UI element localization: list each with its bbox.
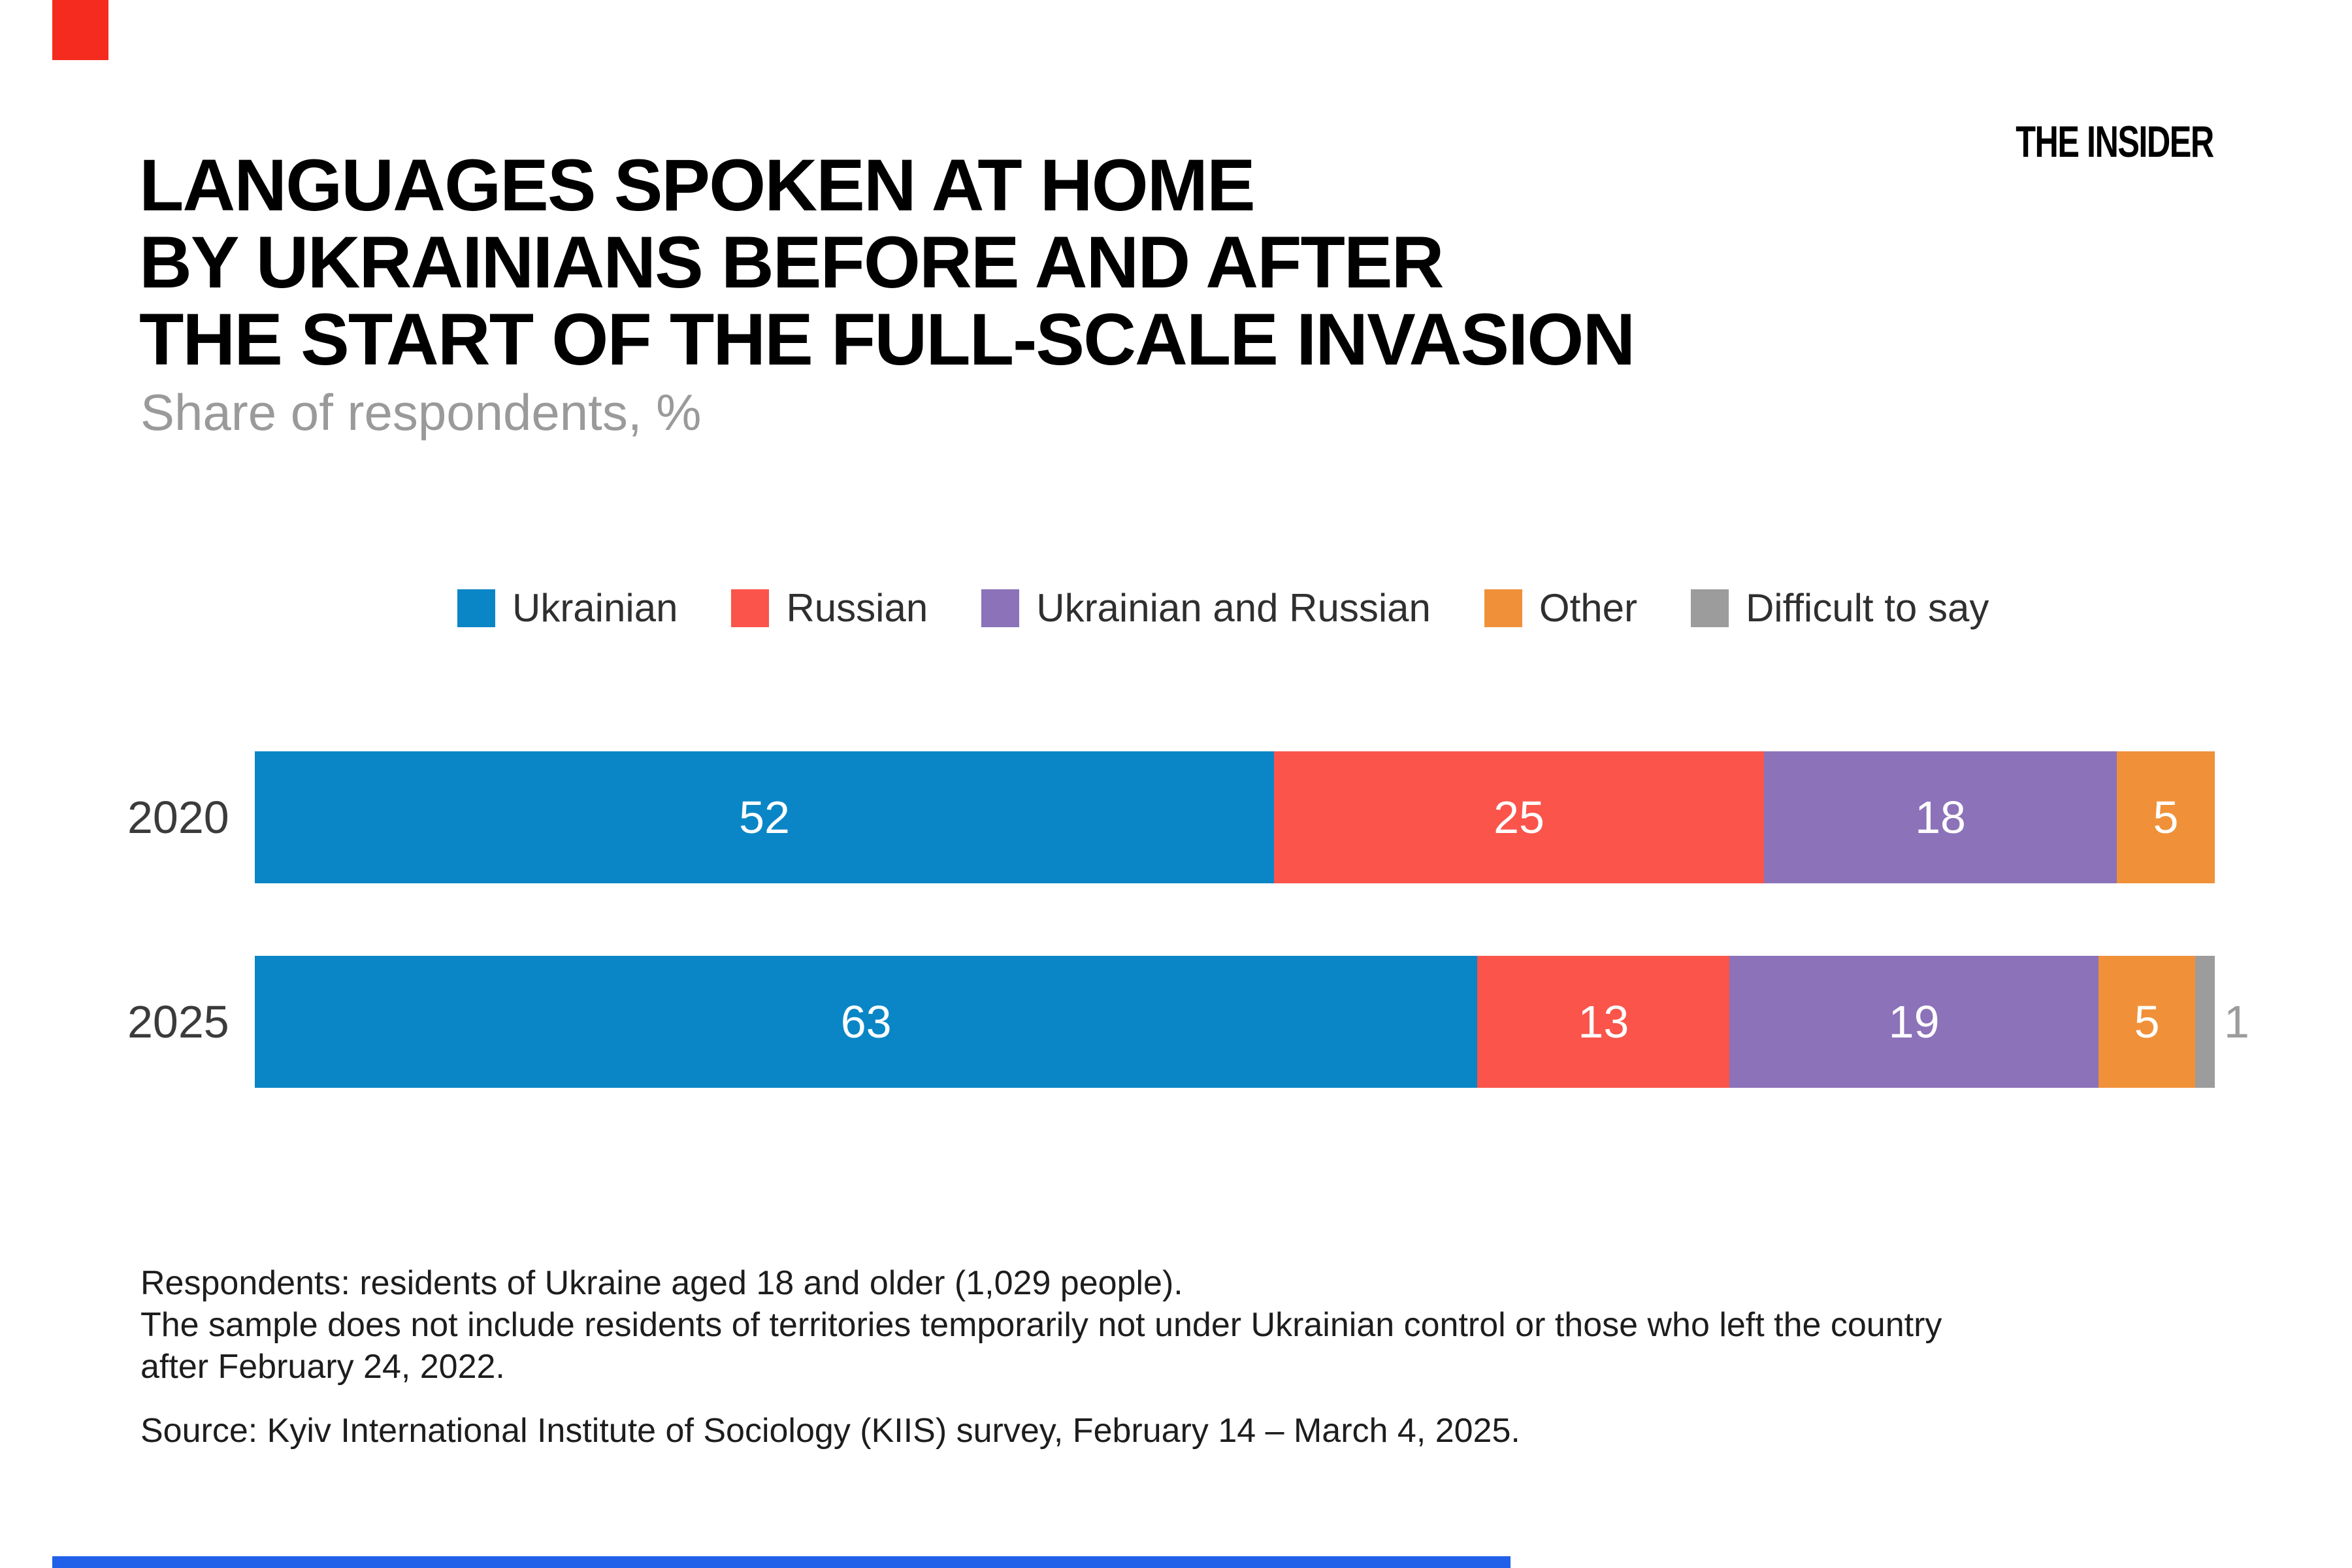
bar-row-2020: 2020 52 25 18 5 [0,751,2352,883]
bar-segment-russian: 13 [1477,956,1730,1088]
legend-item: Russian [731,585,928,630]
legend-swatch-icon [731,589,770,627]
legend-label: Ukrainian and Russian [1036,586,1431,630]
bar-value-label: 18 [1915,792,1966,843]
legend-item: Ukrainian and Russian [981,585,1431,630]
bar-segment-other: 5 [2098,956,2196,1088]
stacked-bar: 52 25 18 5 [255,751,2215,883]
source-note: Source: Kyiv International Institute of … [140,1412,1520,1450]
legend-swatch-icon [1690,589,1729,627]
category-label: 2020 [127,792,229,843]
bar-value-label: 25 [1494,792,1544,843]
stacked-bar: 63 13 19 5 [255,956,2215,1088]
legend-swatch-icon [981,589,1020,627]
bar-value-label: 5 [2134,996,2160,1047]
bar-value-label: 19 [1888,996,1940,1047]
bar-value-label: 5 [2153,792,2179,843]
page-title: LANGUAGES SPOKEN AT HOME BY UKRAINIANS B… [139,144,1635,381]
bar-segment-other: 5 [2117,751,2215,883]
legend-label: Other [1539,586,1637,630]
category-label: 2025 [127,996,229,1047]
chart-legend: Ukrainian Russian Ukrainian and Russian Oth… [457,585,1989,630]
legend-item: Difficult to say [1690,585,1989,630]
bar-value-label-outside: 1 [2224,996,2249,1047]
bar-value-label: 52 [739,792,790,843]
legend-swatch-icon [1484,589,1522,627]
bar-segment-difficult-to-say [2195,956,2215,1088]
chart-subtitle: Share of respondents, % [140,384,702,441]
brand-corner-mark [52,0,108,60]
bar-value-label: 63 [840,996,892,1047]
the-insider-logo: THE INSIDER [2016,117,2215,167]
legend-swatch-icon [457,589,495,627]
methodology-note: Respondents: residents of Ukraine aged 1… [140,1264,1942,1386]
bottom-strip [52,1556,1511,1568]
legend-label: Ukrainian [512,586,678,630]
legend-item: Ukrainian [457,585,678,630]
bar-segment-ukrainian: 52 [255,751,1274,883]
bar-segment-russian: 25 [1274,751,1764,883]
bar-segment-ukrainian-and-russian: 19 [1729,956,2099,1088]
legend-label: Difficult to say [1745,586,1989,630]
legend-item: Other [1484,585,1637,630]
legend-label: Russian [786,586,928,630]
bar-value-label: 13 [1578,996,1629,1047]
bar-segment-ukrainian: 63 [255,956,1478,1088]
bar-row-2025: 2025 1 63 13 19 5 [0,956,2352,1088]
bar-segment-ukrainian-and-russian: 18 [1764,751,2117,883]
